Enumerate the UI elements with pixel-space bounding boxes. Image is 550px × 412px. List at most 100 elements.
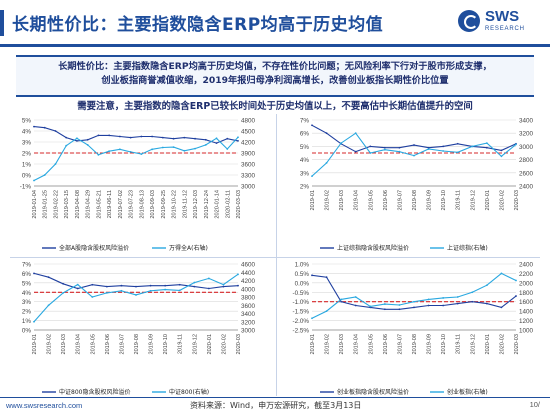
legend-label: 上证综指(右轴) (447, 244, 488, 252)
erp-point (140, 135, 143, 138)
y-left-tick-label: 2% (22, 309, 32, 316)
index-point (76, 137, 78, 140)
x-tick-label: 2020-03 (514, 190, 520, 211)
x-tick-label: 2020-01 (485, 334, 491, 355)
y-right-tick-label: 3400 (241, 311, 256, 318)
x-tick-label: 2019-09 (427, 190, 433, 211)
x-tick-label: 2020-02 (499, 334, 505, 355)
x-tick-label: 2019-04 (354, 334, 360, 355)
y-right-tick-label: 3600 (241, 162, 256, 169)
erp-point (97, 134, 100, 137)
y-right-tick-label: 2400 (519, 262, 534, 269)
index-point (354, 132, 357, 135)
footer-url[interactable]: www.swsresearch.com (6, 401, 83, 410)
y-left-tick-label: 0.5% (295, 271, 310, 278)
x-tick-label: 2020-02 (499, 190, 505, 211)
sws-logo: SWS RESEARCH (458, 7, 532, 39)
y-left-tick-label: -2.0% (293, 318, 310, 325)
index-point (164, 288, 167, 291)
erp-point (108, 134, 111, 137)
y-left-tick-label: -0.5% (293, 290, 310, 297)
y-right-tick-label: 1000 (519, 328, 534, 335)
erp-point (442, 304, 445, 307)
erp-point (43, 126, 46, 129)
summary-box: 长期性价比：主要指数隐含ERP均高于历史均值，不存在性价比问题；无风险利率下行对… (16, 55, 534, 97)
erp-point (178, 283, 181, 286)
legend-label: 中证800(右轴) (169, 388, 209, 396)
index-point (398, 304, 401, 306)
x-tick-label: 2019-12 (470, 334, 476, 355)
index-point (120, 289, 123, 292)
x-tick-label: 2019-06 (383, 190, 389, 211)
x-tick-label: 2019-03-15 (64, 190, 70, 219)
erp-point (471, 300, 474, 303)
y-right-tick-label: 2600 (519, 170, 534, 177)
x-tick-label: 2019-11-12 (182, 190, 188, 218)
index-point (204, 144, 207, 146)
erp-point (33, 125, 35, 128)
y-left-tick-label: -1.5% (293, 309, 310, 316)
erp-point (413, 144, 415, 146)
index-point (129, 151, 132, 153)
index-point (151, 148, 154, 151)
index-point (325, 162, 328, 164)
index-series-line (311, 132, 517, 177)
erp-point (311, 124, 313, 127)
erp-point (237, 284, 239, 287)
page-title: 长期性价比：主要指数隐含ERP均高于历史均值 (12, 15, 384, 35)
erp-point (164, 284, 167, 287)
index-point (369, 305, 372, 308)
x-tick-label: 2019-02 (47, 334, 53, 355)
index-point (369, 152, 372, 154)
index-point (500, 272, 503, 275)
erp-point (76, 287, 79, 290)
y-left-tick-label: 3% (22, 299, 32, 306)
index-point (398, 150, 401, 153)
panel-divider-horizontal (10, 257, 540, 258)
x-tick-label: 2019-07-23 (129, 190, 135, 219)
index-point (43, 174, 46, 176)
index-point (311, 175, 313, 177)
x-tick-label: 2019-11 (456, 334, 462, 354)
y-left-tick-label: 4% (300, 157, 310, 164)
index-point (118, 148, 121, 151)
index-point (108, 150, 111, 153)
chart-csi800-erp: 0% 1% 2% 3% 4% 5% 6% 7% 3000 3200 3400 3600 3800 4000… (2, 258, 270, 402)
x-tick-label: 2020-01 (485, 190, 491, 211)
index-point (76, 283, 79, 286)
index-point (97, 153, 100, 156)
erp-point (33, 272, 35, 275)
x-tick-label: 2020-03 (514, 334, 520, 355)
summary-line: 创业板指商誉减值收缩，2019年报归母净利润高增长，改善创业板指长期性价比位置 (101, 75, 449, 86)
x-tick-label: 2019-04 (354, 190, 360, 211)
index-series-line (33, 273, 239, 323)
index-point (383, 303, 386, 305)
y-right-tick-label: 3000 (519, 144, 534, 151)
x-tick-label: 2019-11 (178, 334, 184, 354)
y-left-tick-label: 0% (22, 173, 32, 180)
erp-point (135, 285, 137, 288)
x-tick-label: 2019-06 (383, 334, 389, 355)
y-left-tick-label: 5% (22, 118, 32, 125)
erp-point (172, 137, 175, 140)
y-left-tick-label: 6% (300, 131, 310, 138)
index-point (471, 145, 474, 148)
index-point (105, 291, 108, 294)
erp-point (237, 140, 239, 142)
x-tick-label: 2019-10-22 (172, 190, 178, 219)
y-left-tick-label: 2% (22, 151, 32, 158)
x-tick-label: 2019-01 (310, 334, 316, 355)
erp-point (204, 138, 207, 141)
y-left-tick-label: 3% (300, 170, 310, 177)
logo-subtext: RESEARCH (485, 26, 525, 32)
erp-point (383, 308, 386, 311)
x-tick-label: 2019-06 (105, 334, 111, 355)
y-left-tick-label: 0% (22, 328, 32, 335)
x-tick-label: 2019-05-21 (96, 190, 102, 219)
x-tick-label: 2019-10 (163, 334, 169, 355)
y-right-tick-label: 2800 (519, 157, 534, 164)
chart-shanghai-erp: 2% 3% 4% 5% 6% 7% 2400 2600 2800 3000 3200 3400 2019… (280, 114, 548, 258)
y-right-tick-label: 2200 (519, 271, 534, 278)
index-point (47, 304, 50, 307)
erp-point (129, 136, 132, 139)
